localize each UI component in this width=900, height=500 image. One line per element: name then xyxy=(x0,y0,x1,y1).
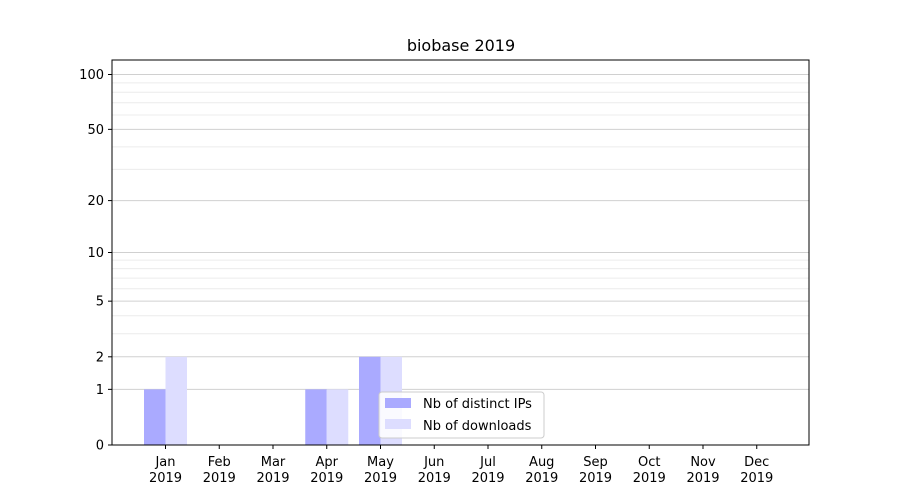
y-tick-label: 0 xyxy=(96,439,104,454)
y-tick-label: 20 xyxy=(87,194,104,209)
x-tick-label-year: 2019 xyxy=(310,471,343,486)
x-tick-label-year: 2019 xyxy=(579,471,612,486)
chart-title: biobase 2019 xyxy=(407,36,515,55)
x-tick-label-year: 2019 xyxy=(203,471,236,486)
x-tick-label-year: 2019 xyxy=(633,471,666,486)
y-tick-label: 50 xyxy=(87,123,104,138)
bar-layer xyxy=(144,356,402,445)
legend: Nb of distinct IPs Nb of downloads xyxy=(378,391,545,439)
legend-swatch-downloads xyxy=(385,419,411,429)
y-tick-label: 1 xyxy=(96,383,104,398)
x-tick-label-month: May xyxy=(367,455,394,470)
x-tick-label-year: 2019 xyxy=(256,471,289,486)
x-tick-label-month: Mar xyxy=(261,455,286,470)
x-tick-label-year: 2019 xyxy=(418,471,451,486)
legend-swatch-distinct-ips xyxy=(385,398,411,408)
x-tick-label-month: Nov xyxy=(690,455,716,470)
x-tick-label-year: 2019 xyxy=(149,471,182,486)
y-tick-label: 2 xyxy=(96,350,104,365)
bar-distinct-ips xyxy=(305,389,327,445)
x-tick-label-year: 2019 xyxy=(686,471,719,486)
bar-downloads xyxy=(326,389,349,445)
x-tick-label-year: 2019 xyxy=(364,471,397,486)
x-tick-label-month: Jul xyxy=(479,455,496,470)
legend-box xyxy=(378,391,545,439)
y-tick-label: 5 xyxy=(96,295,104,310)
x-tick-label-month: Oct xyxy=(638,455,660,470)
bar-downloads xyxy=(165,356,187,445)
x-tick-label-year: 2019 xyxy=(525,471,558,486)
y-tick-label: 10 xyxy=(87,246,104,261)
y-tick-label: 100 xyxy=(79,68,104,83)
x-tick-label-month: Sep xyxy=(583,455,608,470)
x-tick-label-year: 2019 xyxy=(471,471,504,486)
x-tick-label-month: Aug xyxy=(529,455,554,470)
legend-label-downloads: Nb of downloads xyxy=(423,419,532,434)
y-axis: 0 1 2 5 10 20 50 100 xyxy=(79,68,112,454)
x-tick-label-month: Apr xyxy=(316,455,339,470)
x-tick-label-month: Dec xyxy=(744,455,769,470)
x-axis: Jan2019Feb2019Mar2019Apr2019May2019Jun20… xyxy=(149,445,773,486)
grid-layer xyxy=(112,74,809,390)
bar-distinct-ips xyxy=(359,356,381,445)
x-tick-label-month: Jan xyxy=(154,455,175,470)
bar-distinct-ips xyxy=(144,389,166,445)
legend-label-distinct-ips: Nb of distinct IPs xyxy=(423,397,532,412)
x-tick-label-month: Jun xyxy=(423,455,444,470)
x-tick-label-month: Feb xyxy=(208,455,231,470)
x-tick-label-year: 2019 xyxy=(740,471,773,486)
